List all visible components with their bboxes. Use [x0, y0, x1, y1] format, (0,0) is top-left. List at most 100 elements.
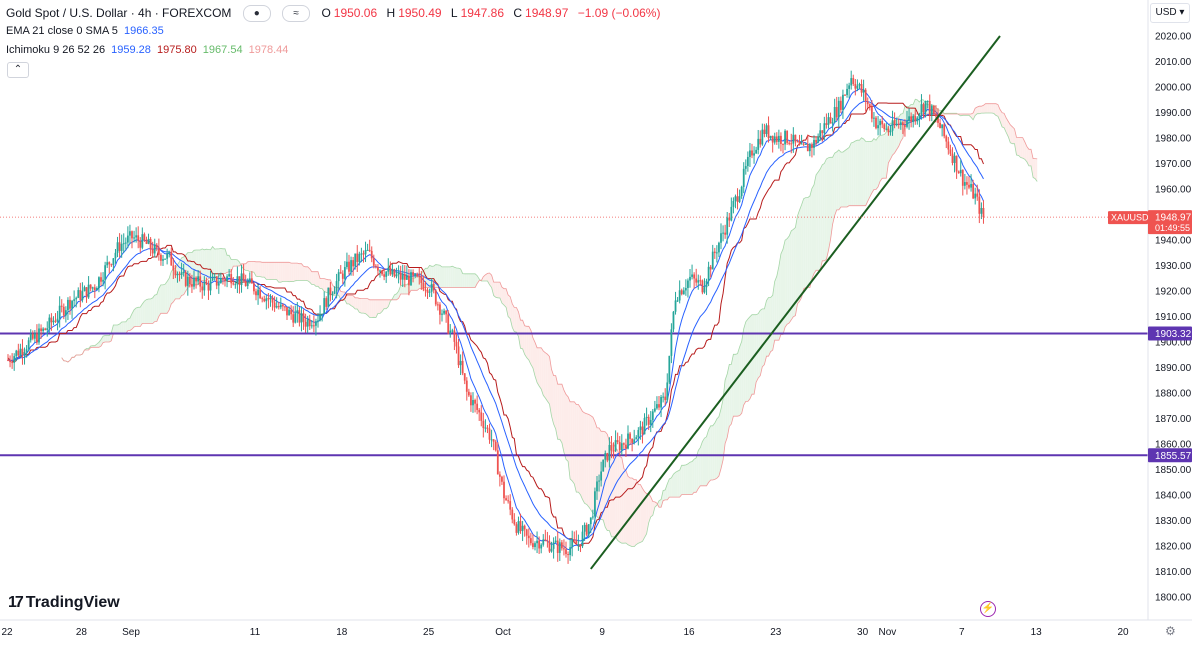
candle-body — [708, 267, 710, 281]
time-tick-11: 11 — [250, 627, 261, 638]
candle-294 — [615, 430, 617, 452]
cloud-segment — [576, 405, 578, 493]
cloud-segment — [826, 158, 828, 260]
candle-465 — [968, 176, 970, 189]
cloud-segment — [882, 135, 884, 179]
candle-71 — [154, 239, 156, 258]
candle-351 — [733, 197, 735, 213]
cloud-segment — [562, 384, 564, 452]
candle-body — [743, 169, 745, 187]
candle-body — [13, 356, 15, 363]
candle-body — [46, 328, 48, 330]
cloud-segment — [640, 485, 642, 543]
candle-body — [968, 185, 970, 188]
settings-gear-icon[interactable]: ⚙ — [1165, 624, 1176, 638]
cloud-segment — [235, 259, 237, 266]
cloud-segment — [702, 438, 704, 486]
candle-249 — [522, 521, 524, 541]
candle-137 — [290, 305, 292, 320]
candle-body — [276, 306, 278, 307]
candle-body — [361, 253, 363, 254]
cloud-segment — [587, 414, 589, 507]
candle-body — [164, 259, 166, 260]
candle-body — [131, 231, 133, 238]
candle-body — [28, 340, 30, 349]
cloud-segment — [884, 132, 886, 178]
time-tick-20: 20 — [1117, 627, 1129, 638]
candle-body — [425, 290, 427, 291]
market-status-icon[interactable]: ● — [243, 5, 271, 22]
candle-345 — [720, 223, 722, 249]
candle-336 — [702, 279, 704, 294]
candle-body — [751, 150, 753, 155]
candle-body — [714, 252, 716, 253]
flash-icon[interactable]: ⚡ — [980, 601, 996, 617]
candle-body — [462, 361, 464, 373]
candle-319 — [666, 373, 668, 402]
currency-selector[interactable]: USD ▾ — [1150, 3, 1190, 23]
ichimoku-legend[interactable]: Ichimoku 9 26 52 26 1959.28 1975.80 1967… — [6, 44, 291, 56]
cloud-segment — [682, 465, 684, 494]
candle-186 — [392, 264, 394, 277]
candle-body — [385, 272, 387, 277]
candle-body — [898, 124, 900, 125]
candle-277 — [580, 544, 582, 552]
candle-373 — [778, 130, 780, 149]
ema-legend[interactable]: EMA 21 close 0 SMA 5 1966.35 — [6, 25, 167, 37]
candle-295 — [617, 433, 619, 445]
ema-label: EMA 21 close 0 SMA 5 — [6, 25, 118, 37]
candle-18 — [44, 328, 46, 331]
candle-body — [110, 264, 112, 265]
candle-body — [834, 107, 836, 122]
candle-358 — [747, 151, 749, 171]
candle-94 — [201, 283, 203, 299]
candle-body — [288, 310, 290, 316]
price-tick-1970: 1970.00 — [1155, 159, 1192, 170]
cloud-segment — [841, 152, 843, 207]
candle-body — [745, 166, 747, 169]
candle-body — [350, 260, 352, 272]
candle-56 — [123, 233, 125, 253]
candle-12 — [32, 330, 34, 340]
candle-body — [875, 118, 877, 129]
candle-body — [241, 273, 243, 285]
symbol-title[interactable]: Gold Spot / U.S. Dollar · 4h · FOREXCOM — [6, 6, 231, 20]
price-tick-1870: 1870.00 — [1155, 414, 1192, 425]
candle-body — [828, 117, 830, 125]
candle-443 — [923, 103, 925, 119]
candle-407 — [848, 83, 850, 98]
candle-123 — [261, 297, 263, 303]
candle-body — [569, 547, 571, 555]
cloud-segment — [603, 431, 605, 527]
candle-body — [563, 548, 565, 549]
candle-58 — [127, 226, 129, 248]
candle-body — [879, 121, 881, 125]
candle-body — [950, 150, 952, 154]
cloud-segment — [136, 307, 138, 326]
candle-254 — [532, 534, 534, 549]
candle-210 — [441, 309, 443, 321]
cloud-segment — [118, 324, 120, 334]
candle-body — [187, 277, 189, 286]
candle-body — [625, 445, 627, 449]
cloud-segment — [496, 282, 498, 298]
compare-icon[interactable]: ≈ — [282, 5, 310, 22]
candle-237 — [497, 442, 499, 474]
candle-342 — [714, 248, 716, 259]
cloud-segment — [494, 282, 496, 297]
time-tick-nov: Nov — [879, 627, 897, 638]
candle-204 — [429, 289, 431, 297]
collapse-legend-button[interactable]: ⌃ — [7, 62, 29, 78]
cloud-segment — [498, 282, 500, 298]
candle-body — [819, 130, 821, 136]
candle-body — [912, 116, 914, 122]
candle-body — [371, 251, 373, 258]
candle-body — [551, 549, 553, 552]
candle-body — [594, 491, 596, 516]
candle-body — [175, 270, 177, 275]
candle-body — [96, 288, 98, 290]
candle-body — [733, 201, 735, 207]
candle-455 — [947, 137, 949, 155]
